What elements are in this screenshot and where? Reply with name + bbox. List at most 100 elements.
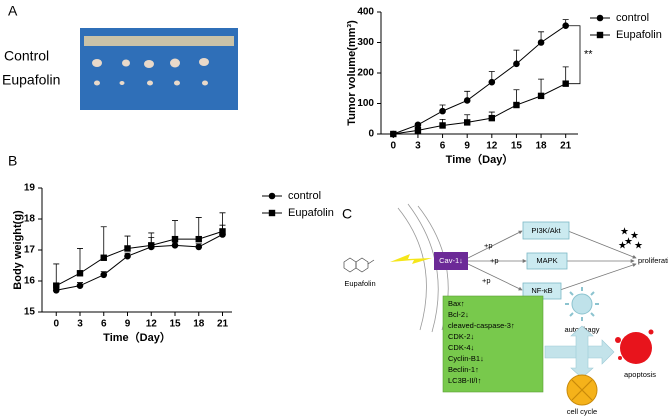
data-point <box>463 97 471 104</box>
data-point <box>195 243 203 251</box>
data-point <box>171 242 179 249</box>
data-point <box>390 130 397 138</box>
x-tick-label: 6 <box>440 141 446 152</box>
x-tick-label: 12 <box>146 319 158 330</box>
series-line <box>393 83 566 135</box>
legend-marker <box>596 14 604 22</box>
error-bar <box>77 248 83 274</box>
data-point <box>76 282 84 289</box>
series-line <box>56 230 223 287</box>
data-point <box>414 127 422 134</box>
pathway-label: PI3K/Akt <box>531 226 561 235</box>
data-point <box>439 122 446 129</box>
pathway-label: MAPK <box>536 256 557 265</box>
data-point <box>562 22 569 30</box>
legend-label: control <box>616 12 649 24</box>
data-point <box>513 101 520 109</box>
photo-label: Eupafolin <box>2 72 60 88</box>
y-axis-label: Tumor volume(mm³) <box>346 20 358 126</box>
marker-label: CDK-4↓ <box>448 343 474 352</box>
annotation: ** <box>584 49 593 61</box>
y-tick-label: 17 <box>24 245 36 256</box>
y-tick-label: 19 <box>24 183 36 194</box>
data-point <box>100 271 108 279</box>
data-point <box>53 282 60 289</box>
x-tick-label: 15 <box>169 319 181 330</box>
legend-label: Eupafolin <box>616 29 662 41</box>
data-point <box>124 252 131 260</box>
error-bar <box>195 217 202 240</box>
data-point <box>219 228 226 235</box>
data-point <box>100 254 107 261</box>
phospho-label: +p <box>482 276 491 285</box>
legend-marker <box>596 31 604 39</box>
data-point <box>488 114 496 122</box>
marker-label: Bax↑ <box>448 299 465 308</box>
x-tick-label: 0 <box>53 319 59 330</box>
legend-marker <box>268 209 276 217</box>
phospho-label: +p <box>490 256 499 265</box>
data-point <box>414 121 422 129</box>
x-tick-label: 3 <box>77 319 83 330</box>
x-axis-label: Time（Day） <box>446 153 514 166</box>
data-point <box>171 235 179 243</box>
data-point <box>537 39 545 46</box>
x-tick-label: 12 <box>486 141 498 152</box>
svg-text:★: ★ <box>618 241 627 252</box>
x-tick-label: 0 <box>391 141 397 152</box>
marker-label: LC3B-II/I↑ <box>448 376 481 385</box>
y-tick-label: 400 <box>357 7 374 18</box>
marker-label: Beclin-1↑ <box>448 365 479 374</box>
outcome-label: apoptosis <box>624 370 656 379</box>
error-bar <box>53 263 60 286</box>
marker-label: Cyclin-B1↓ <box>448 354 484 363</box>
y-tick-label: 100 <box>357 98 374 109</box>
data-point <box>463 119 471 126</box>
phospho-label: +p <box>484 241 493 250</box>
data-point <box>148 242 155 249</box>
x-tick-label: 21 <box>217 319 229 330</box>
outcome-label: proliferation <box>638 256 668 265</box>
pathway-label: NF-κB <box>531 286 552 295</box>
x-tick-label: 21 <box>560 141 572 152</box>
svg-text:★: ★ <box>634 241 643 252</box>
x-axis-label: Time（Day） <box>103 331 171 344</box>
data-point <box>537 92 545 100</box>
marker-label: Bcl-2↓ <box>448 310 469 319</box>
svg-text:★: ★ <box>630 231 639 242</box>
legend-label: Eupafolin <box>288 207 334 219</box>
y-tick-label: 300 <box>357 37 374 48</box>
series-line <box>56 234 223 291</box>
error-bar <box>100 226 107 258</box>
diagram: Eupafolin Cav-1↓ +p +p +p PI3K/Akt MAPK … <box>343 203 668 416</box>
y-tick-label: 18 <box>24 214 36 225</box>
y-axis-label: Body weight(g) <box>12 210 24 290</box>
x-tick-label: 15 <box>511 141 523 152</box>
x-tick-label: 18 <box>536 141 548 152</box>
x-tick-label: 3 <box>415 141 421 152</box>
significance-bracket <box>568 25 581 85</box>
panel-label: A <box>8 3 18 19</box>
marker-label: cleaved-caspase-3↑ <box>448 321 515 330</box>
data-point <box>562 80 569 87</box>
data-point <box>439 107 446 115</box>
svg-text:★: ★ <box>620 227 629 238</box>
target-label: Cav-1↓ <box>439 256 463 265</box>
svg-text:★: ★ <box>624 237 633 248</box>
outcome-label: cell cycle <box>567 407 597 416</box>
data-point <box>124 245 131 252</box>
data-point <box>513 60 520 68</box>
legend-label: control <box>288 190 321 202</box>
y-tick-label: 16 <box>24 276 36 287</box>
photo-label: Control <box>4 48 49 64</box>
marker-label: CDK-2↓ <box>448 332 474 341</box>
panel-label: B <box>8 153 17 169</box>
x-tick-label: 9 <box>464 141 470 152</box>
tumor-photo <box>80 28 238 110</box>
legend-marker <box>268 192 276 200</box>
drug-label: Eupafolin <box>344 279 375 288</box>
data-point <box>76 270 84 277</box>
y-tick-label: 0 <box>368 129 374 140</box>
